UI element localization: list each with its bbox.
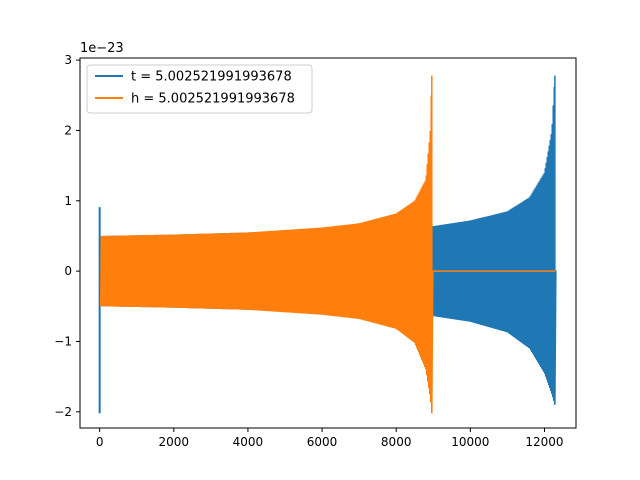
legend-label-0: t = 5.002521991993678 — [131, 70, 292, 85]
y-axis: −2 −1 0 1 2 3 — [54, 53, 80, 419]
series-layer — [98, 75, 557, 414]
y-tick-label: 2 — [64, 123, 72, 137]
y-tick-label: −2 — [54, 405, 72, 419]
legend-box — [86, 64, 313, 114]
x-tick-label: 12000 — [525, 435, 563, 449]
y-tick-label: −1 — [54, 334, 72, 348]
plot-frame — [79, 57, 577, 429]
x-axis: 0 2000 4000 6000 8000 10000 12000 — [96, 428, 564, 449]
x-tick-label: 6000 — [307, 435, 338, 449]
x-tick-label: 4000 — [233, 435, 264, 449]
y-offset-label: 1e−23 — [80, 41, 124, 56]
y-tick-label: 3 — [64, 53, 72, 67]
y-tick-label: 0 — [64, 264, 72, 278]
x-tick-label: 0 — [96, 435, 104, 449]
x-tick-label: 10000 — [451, 435, 489, 449]
x-tick-label: 8000 — [381, 435, 412, 449]
legend: t = 5.002521991993678 h = 5.0025219919936… — [86, 64, 313, 114]
x-tick-label: 2000 — [159, 435, 190, 449]
series-1-line — [100, 75, 556, 414]
y-tick-label: 1 — [64, 194, 72, 208]
legend-label-1: h = 5.002521991993678 — [131, 92, 295, 107]
